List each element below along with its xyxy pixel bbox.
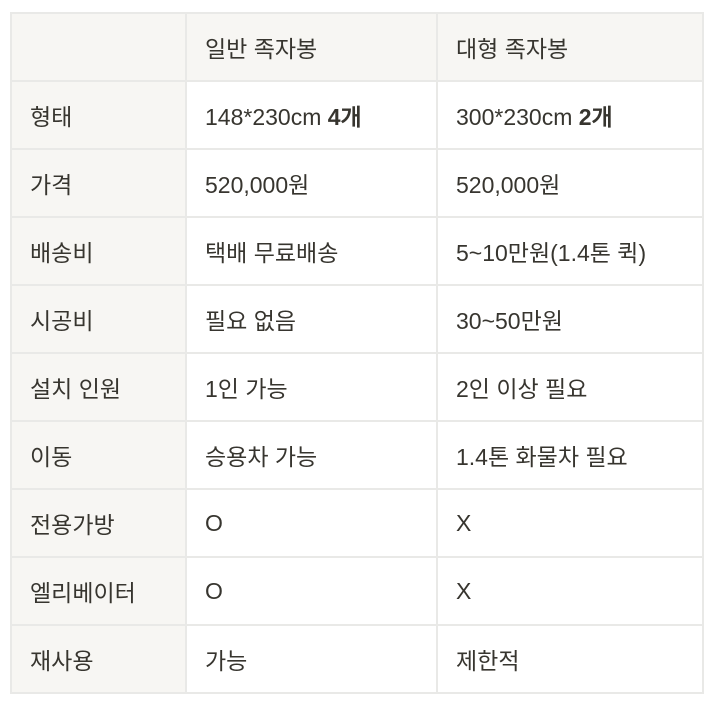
- cell-large: 1.4톤 화물차 필요: [436, 420, 704, 490]
- table-row: 재사용 가능 제한적: [10, 624, 704, 694]
- header-row: 일반 족자봉 대형 족자봉: [10, 12, 704, 82]
- row-label: 재사용: [10, 624, 187, 694]
- cell-large: 5~10만원(1.4톤 퀵): [436, 216, 704, 286]
- table-row: 시공비 필요 없음 30~50만원: [10, 284, 704, 354]
- cell-general: 148*230cm 4개: [185, 80, 438, 150]
- cell-large: X: [436, 488, 704, 558]
- header-general: 일반 족자봉: [185, 12, 438, 82]
- cell-large: 300*230cm 2개: [436, 80, 704, 150]
- header-empty: [10, 12, 187, 82]
- row-label: 가격: [10, 148, 187, 218]
- cell-text: 300*230cm: [456, 104, 579, 130]
- table-row: 배송비 택배 무료배송 5~10만원(1.4톤 퀵): [10, 216, 704, 286]
- row-label: 형태: [10, 80, 187, 150]
- cell-general: 필요 없음: [185, 284, 438, 354]
- row-label: 이동: [10, 420, 187, 490]
- cell-general: 1인 가능: [185, 352, 438, 422]
- table-row: 가격 520,000원 520,000원: [10, 148, 704, 218]
- cell-general: O: [185, 556, 438, 626]
- comparison-table: 일반 족자봉 대형 족자봉 형태 148*230cm 4개 300*230cm …: [10, 12, 704, 694]
- cell-text: 148*230cm: [205, 104, 328, 130]
- cell-bold-text: 4개: [327, 104, 362, 130]
- cell-general: 가능: [185, 624, 438, 694]
- cell-bold-text: 2개: [578, 104, 613, 130]
- row-label: 설치 인원: [10, 352, 187, 422]
- cell-large: 520,000원: [436, 148, 704, 218]
- cell-general: 승용차 가능: [185, 420, 438, 490]
- header-large: 대형 족자봉: [436, 12, 704, 82]
- cell-large: X: [436, 556, 704, 626]
- cell-general: 520,000원: [185, 148, 438, 218]
- row-label: 엘리베이터: [10, 556, 187, 626]
- row-label: 전용가방: [10, 488, 187, 558]
- table-row: 엘리베이터 O X: [10, 556, 704, 626]
- table-row: 설치 인원 1인 가능 2인 이상 필요: [10, 352, 704, 422]
- table-row: 형태 148*230cm 4개 300*230cm 2개: [10, 80, 704, 150]
- cell-large: 제한적: [436, 624, 704, 694]
- table-row: 이동 승용차 가능 1.4톤 화물차 필요: [10, 420, 704, 490]
- cell-general: 택배 무료배송: [185, 216, 438, 286]
- cell-large: 30~50만원: [436, 284, 704, 354]
- row-label: 배송비: [10, 216, 187, 286]
- table-row: 전용가방 O X: [10, 488, 704, 558]
- cell-general: O: [185, 488, 438, 558]
- cell-large: 2인 이상 필요: [436, 352, 704, 422]
- row-label: 시공비: [10, 284, 187, 354]
